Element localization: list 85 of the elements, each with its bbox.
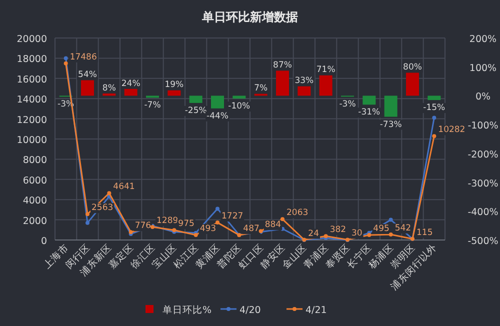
data-label: 975 — [178, 219, 194, 230]
data-label: 2063 — [286, 208, 308, 218]
data-label: 71% — [316, 65, 336, 76]
data-label: -73% — [380, 120, 402, 130]
data-label: 87% — [273, 60, 292, 71]
data-label: -15% — [423, 103, 446, 114]
y-tick-label: 10000 — [16, 135, 47, 146]
data-label: 10282 — [438, 125, 466, 136]
bar — [232, 96, 246, 99]
bar — [276, 70, 289, 96]
point — [86, 212, 90, 216]
bar — [319, 75, 332, 96]
point — [367, 233, 372, 237]
data-label: 495 — [373, 224, 390, 234]
y-tick-label: 6000 — [22, 175, 47, 186]
data-label: 54% — [78, 70, 97, 80]
data-label: 7% — [254, 84, 268, 94]
point — [280, 217, 284, 222]
bar — [211, 96, 224, 108]
point — [216, 220, 220, 225]
data-label: 33% — [294, 76, 314, 86]
y-tick-label: 18000 — [16, 54, 47, 66]
y-tick-label: 12000 — [16, 114, 47, 126]
data-label: -44% — [206, 111, 228, 122]
point — [388, 232, 393, 237]
bar — [124, 88, 138, 96]
data-label: 24 — [308, 228, 319, 239]
legend-label: 单日环比% — [162, 304, 212, 316]
y2-tick-label: -300% — [468, 178, 498, 190]
y2-tick-label: -100% — [468, 120, 498, 132]
data-label: 493 — [200, 224, 216, 234]
data-label: 115 — [416, 228, 433, 238]
data-label: 80% — [403, 62, 422, 73]
y-tick-label: 2000 — [22, 216, 47, 227]
data-label: 19% — [164, 80, 184, 90]
point — [432, 134, 436, 138]
y2-tick-label: -200% — [468, 149, 498, 160]
bar — [384, 96, 398, 117]
point — [64, 61, 68, 66]
bar — [362, 96, 376, 105]
y2-tick-label: -500% — [468, 236, 498, 247]
y-tick-label: 0 — [40, 236, 47, 247]
data-label: 2563 — [92, 203, 114, 214]
data-label: 487 — [243, 224, 260, 234]
data-label: -31% — [358, 108, 380, 118]
data-label: 542 — [394, 224, 412, 234]
y-tick-label: 20000 — [16, 34, 47, 45]
data-label: 1289 — [156, 216, 178, 226]
y-tick-label: 14000 — [16, 94, 47, 106]
y-tick-label: 8000 — [22, 155, 47, 166]
point — [107, 191, 112, 196]
y2-tick-label: 200% — [469, 34, 497, 45]
data-label: -25% — [184, 106, 207, 116]
y-tick-label: 4000 — [22, 196, 47, 207]
point — [64, 56, 68, 60]
data-label: 776 — [134, 221, 152, 232]
bar — [406, 72, 419, 96]
chart-title: 单日环比新增数据 — [201, 10, 298, 24]
bar — [298, 86, 311, 96]
bar — [428, 96, 441, 100]
point — [432, 116, 436, 120]
point — [86, 220, 90, 225]
data-label: 382 — [330, 225, 346, 236]
bar — [81, 80, 94, 96]
legend-label: 4/20 — [240, 305, 261, 316]
y-tick-label: 16000 — [16, 74, 47, 86]
data-label: 17486 — [70, 52, 97, 62]
data-label: 8% — [102, 83, 116, 94]
data-label: -10% — [228, 102, 250, 112]
data-label: -7% — [144, 100, 161, 111]
y2-tick-label: -400% — [468, 207, 498, 218]
bar — [168, 90, 181, 96]
data-label: 4641 — [113, 182, 135, 192]
data-label: 1727 — [222, 212, 244, 222]
data-label: 24% — [121, 78, 140, 89]
legend-label: 4/21 — [306, 305, 327, 316]
data-label: 30 — [352, 228, 362, 239]
bar — [189, 96, 202, 103]
point — [194, 233, 198, 238]
data-label: -3% — [339, 100, 356, 110]
point — [216, 206, 220, 211]
y2-tick-label: 100% — [469, 62, 497, 74]
y2-tick-label: 0% — [475, 92, 491, 103]
point — [388, 218, 393, 222]
data-label: 884 — [264, 220, 282, 230]
